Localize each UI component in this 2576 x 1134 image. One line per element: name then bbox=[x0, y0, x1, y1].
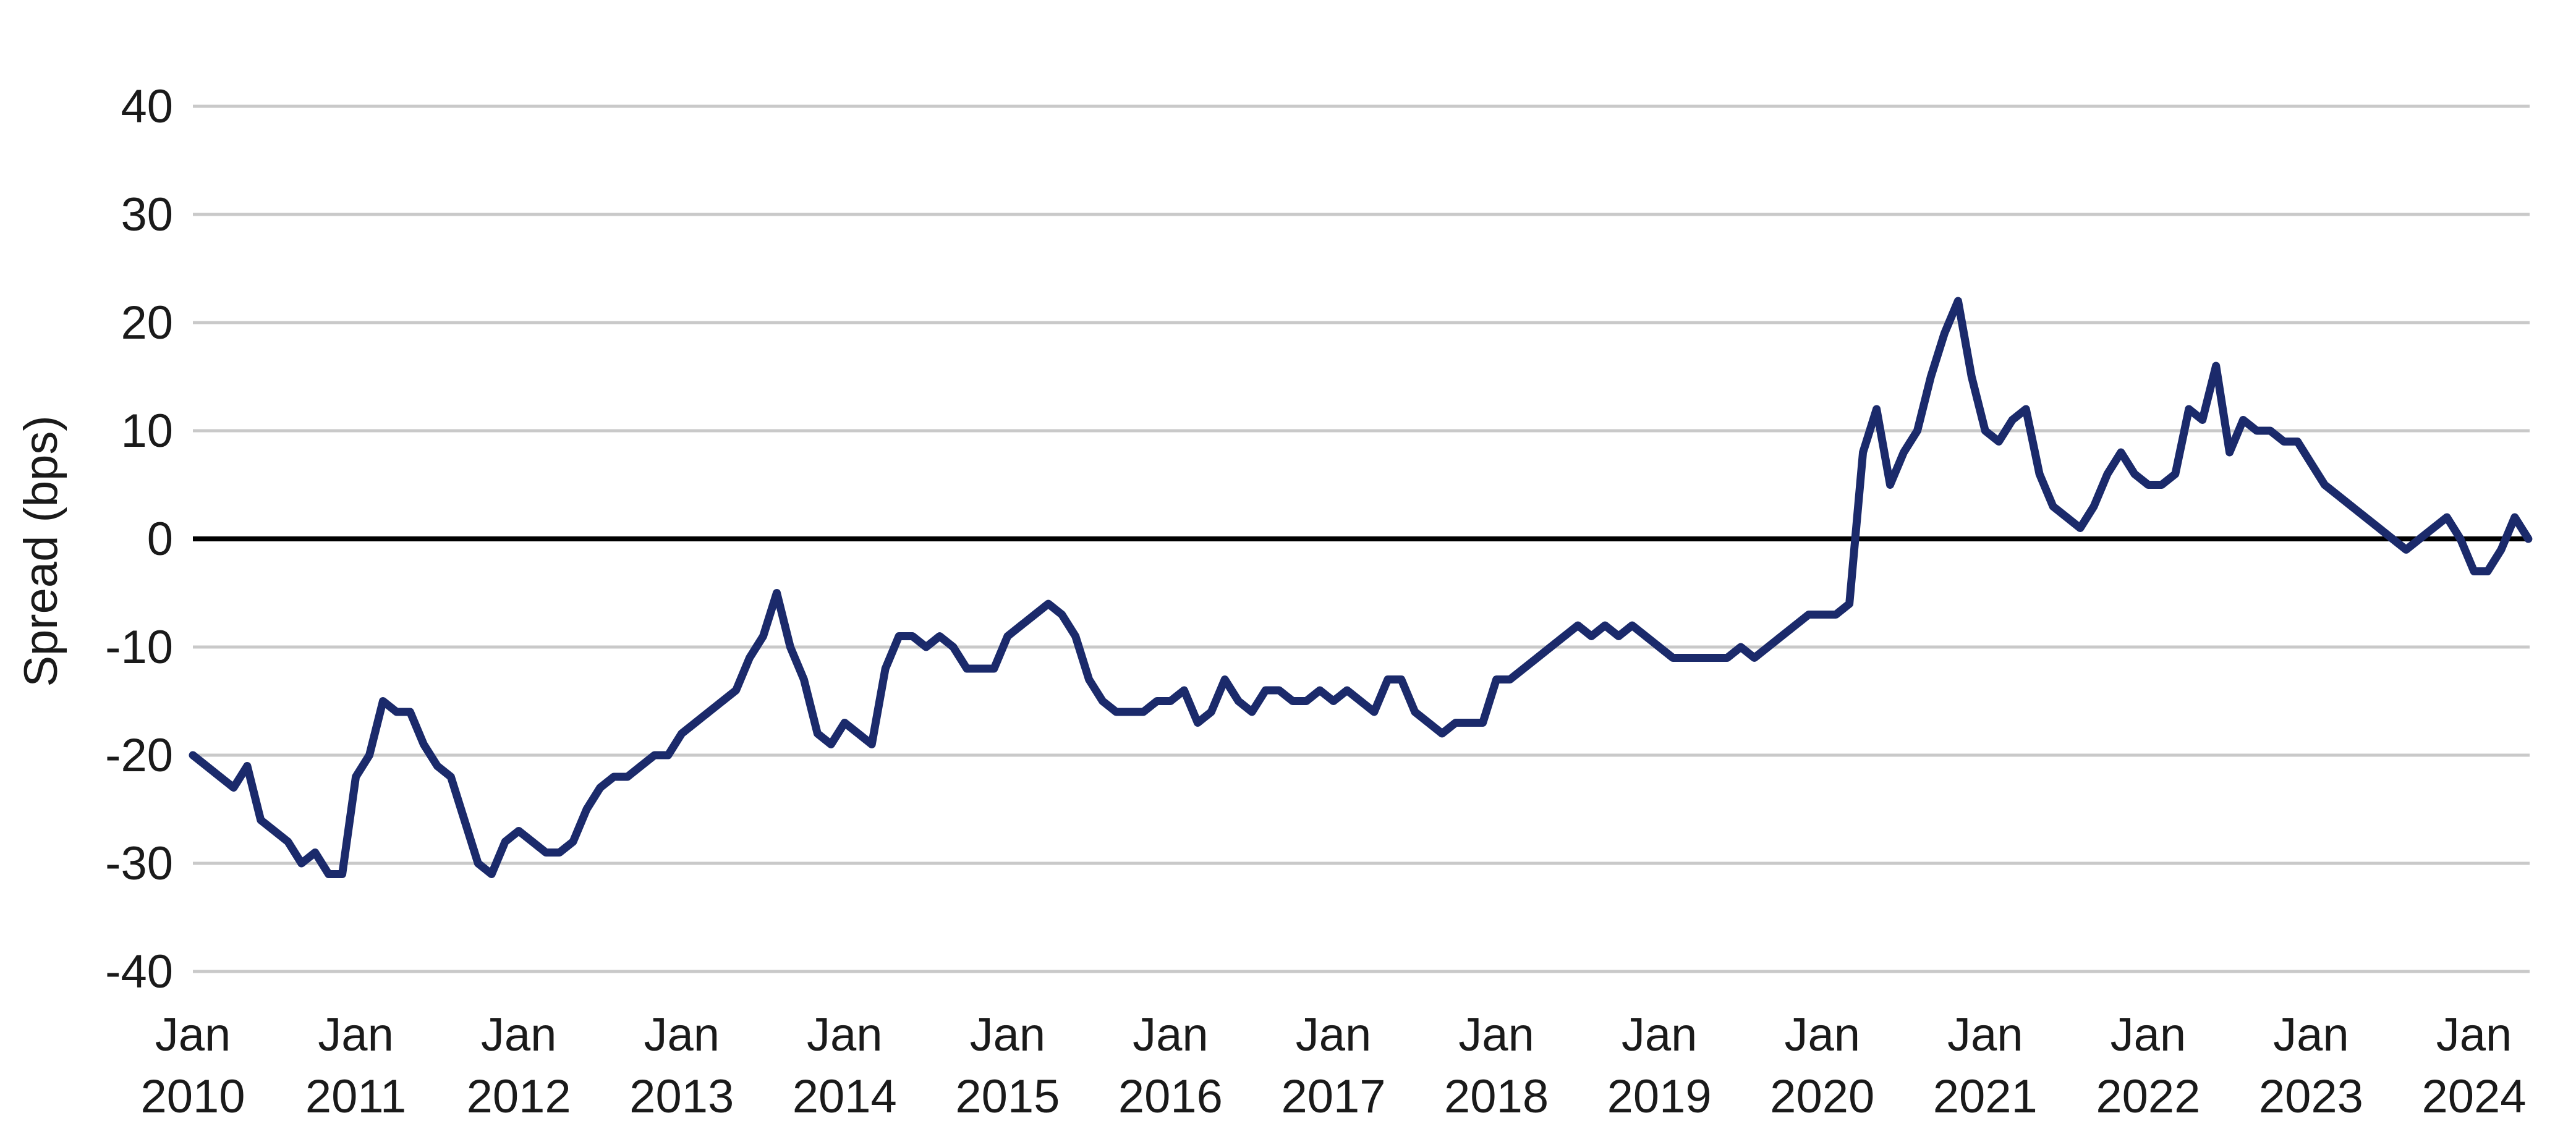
x-tick-month: Jan bbox=[1458, 1009, 1534, 1061]
x-tick-month: Jan bbox=[2111, 1009, 2187, 1061]
x-tick-month: Jan bbox=[155, 1009, 231, 1061]
x-tick-year: 2021 bbox=[1933, 1070, 2038, 1123]
x-tick-label: Jan 2020 bbox=[1770, 1009, 1874, 1123]
x-tick-label: Jan 2018 bbox=[1444, 1009, 1549, 1123]
x-tick-month: Jan bbox=[807, 1009, 883, 1061]
y-tick-label: -40 bbox=[105, 946, 173, 998]
x-tick-year: 2010 bbox=[140, 1070, 245, 1123]
y-tick-label: -20 bbox=[105, 729, 173, 782]
x-tick-month: Jan bbox=[1622, 1009, 1698, 1061]
x-tick-year: 2012 bbox=[467, 1070, 571, 1123]
x-tick-month: Jan bbox=[1296, 1009, 1372, 1061]
x-tick-year: 2011 bbox=[305, 1070, 406, 1123]
y-axis-title: Spread (bps) bbox=[15, 415, 67, 687]
x-tick-month: Jan bbox=[1784, 1009, 1860, 1061]
x-tick-label: Jan 2021 bbox=[1933, 1009, 2038, 1123]
series-line-0 bbox=[189, 297, 2533, 878]
x-tick-year: 2016 bbox=[1118, 1070, 1223, 1123]
x-tick-label: Jan 2013 bbox=[629, 1009, 734, 1123]
x-tick-month: Jan bbox=[1133, 1009, 1209, 1061]
x-tick-year: 2015 bbox=[955, 1070, 1060, 1123]
x-tick-month: Jan bbox=[2273, 1009, 2349, 1061]
x-tick-label: Jan 2017 bbox=[1281, 1009, 1385, 1123]
x-tick-month: Jan bbox=[2436, 1009, 2512, 1061]
y-tick-label: 0 bbox=[147, 513, 173, 565]
y-axis-tick-labels: -40 -30 -20 -10 0 10 20 30 40 bbox=[105, 80, 173, 998]
x-tick-year: 2017 bbox=[1281, 1070, 1385, 1123]
x-tick-year: 2024 bbox=[2421, 1070, 2526, 1123]
x-tick-year: 2014 bbox=[793, 1070, 897, 1123]
x-tick-month: Jan bbox=[970, 1009, 1046, 1061]
y-tick-label: -10 bbox=[105, 621, 173, 674]
x-tick-label: Jan 2022 bbox=[2096, 1009, 2200, 1123]
x-tick-year: 2013 bbox=[629, 1070, 734, 1123]
x-tick-year: 2020 bbox=[1770, 1070, 1874, 1123]
x-tick-month: Jan bbox=[644, 1009, 720, 1061]
y-tick-label: 10 bbox=[121, 405, 173, 457]
gridlines bbox=[193, 104, 2530, 973]
x-tick-label: Jan 2024 bbox=[2421, 1009, 2526, 1123]
x-tick-month: Jan bbox=[481, 1009, 557, 1061]
x-tick-label: Jan 2016 bbox=[1118, 1009, 1223, 1123]
x-tick-month: Jan bbox=[1947, 1009, 2023, 1061]
x-tick-label: Jan 2023 bbox=[2259, 1009, 2363, 1123]
y-tick-label: 30 bbox=[121, 188, 173, 241]
series-layer bbox=[189, 297, 2533, 878]
x-tick-label: Jan 2019 bbox=[1607, 1009, 1712, 1123]
x-tick-label: Jan 2015 bbox=[955, 1009, 1060, 1123]
x-tick-month: Jan bbox=[318, 1009, 394, 1061]
x-tick-year: 2019 bbox=[1607, 1070, 1712, 1123]
y-tick-label: -30 bbox=[105, 837, 173, 890]
x-tick-year: 2023 bbox=[2259, 1070, 2363, 1123]
x-axis-tick-labels: Jan 2010 Jan 2011 Jan 2012 Jan 2013 Jan 2014 Jan 20… bbox=[140, 1009, 2526, 1123]
x-tick-label: Jan 2014 bbox=[793, 1009, 897, 1123]
x-tick-year: 2022 bbox=[2096, 1070, 2200, 1123]
x-tick-label: Jan 2010 bbox=[140, 1009, 245, 1123]
x-tick-label: Jan 2011 bbox=[305, 1009, 406, 1123]
y-tick-label: 40 bbox=[121, 80, 173, 133]
x-tick-year: 2018 bbox=[1444, 1070, 1549, 1123]
x-tick-label: Jan 2012 bbox=[467, 1009, 571, 1123]
y-tick-label: 20 bbox=[121, 297, 173, 349]
